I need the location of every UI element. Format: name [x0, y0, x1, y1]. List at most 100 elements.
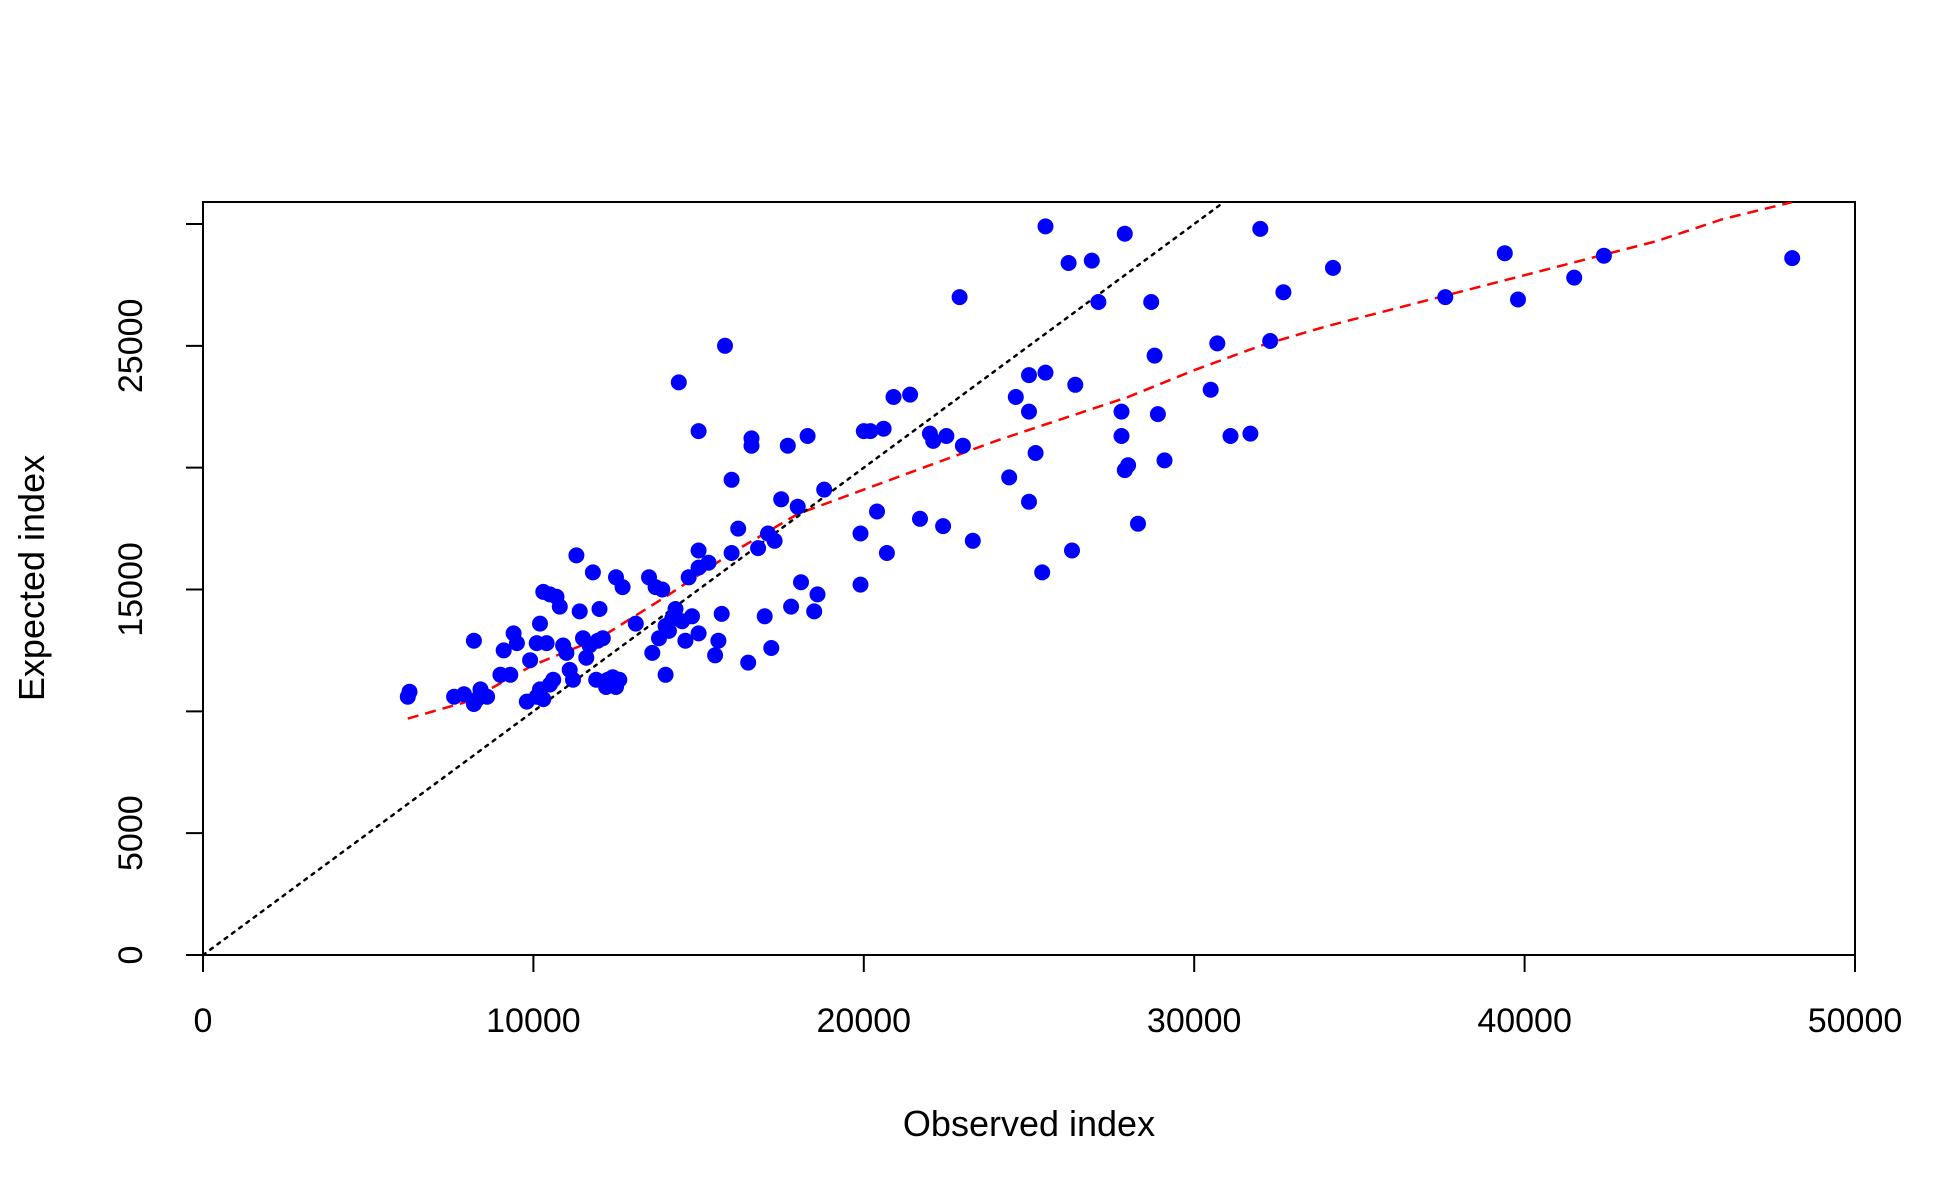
data-point	[495, 642, 512, 659]
data-point	[700, 554, 717, 571]
data-point	[660, 622, 677, 639]
data-point	[878, 545, 895, 561]
data-point	[862, 423, 879, 440]
data-point	[538, 635, 555, 652]
data-point	[571, 603, 588, 620]
data-point	[1496, 245, 1513, 262]
data-point	[1202, 381, 1219, 398]
data-point	[902, 386, 919, 403]
data-point	[1130, 515, 1146, 532]
data-point	[532, 615, 548, 632]
data-point	[766, 532, 783, 549]
data-point	[401, 683, 418, 700]
data-point	[614, 579, 631, 596]
data-point	[680, 569, 697, 586]
plot-frame	[202, 201, 1856, 956]
data-point	[558, 644, 575, 661]
data-point	[677, 632, 694, 649]
data-point	[1064, 542, 1080, 559]
data-point	[1116, 225, 1133, 242]
x-axis: 0 10000 20000 30000 40000 50000	[194, 954, 1903, 1040]
data-point	[465, 632, 482, 649]
y-tick-label: 25000	[112, 299, 150, 394]
data-point	[938, 428, 955, 444]
data-point	[1262, 333, 1279, 349]
data-point	[1060, 255, 1077, 271]
data-point	[472, 681, 489, 698]
data-point	[852, 525, 869, 542]
data-point	[779, 437, 796, 454]
data-point	[1120, 457, 1137, 474]
data-point	[1242, 425, 1259, 442]
data-point	[964, 532, 981, 549]
data-point	[684, 608, 700, 625]
data-point	[508, 635, 525, 652]
data-point	[789, 498, 806, 515]
y-tick-label: 0	[112, 946, 150, 965]
data-point	[690, 542, 707, 559]
data-point	[707, 647, 724, 664]
data-point	[591, 601, 608, 617]
data-point	[750, 540, 767, 557]
data-point	[740, 654, 757, 671]
data-point	[806, 603, 823, 620]
data-point	[1027, 445, 1044, 461]
data-point	[730, 520, 747, 537]
data-point	[1037, 364, 1054, 381]
data-point	[710, 632, 727, 649]
data-point	[875, 420, 892, 437]
data-point	[502, 666, 519, 683]
data-point	[1037, 218, 1054, 235]
data-point	[717, 337, 733, 354]
data-point	[816, 481, 833, 498]
data-point	[1007, 389, 1024, 405]
data-point	[1001, 469, 1018, 486]
data-point	[743, 430, 760, 447]
data-point	[551, 598, 568, 615]
data-point	[565, 671, 581, 688]
data-point	[1437, 289, 1454, 306]
data-layer	[203, 202, 1801, 955]
data-point	[594, 630, 611, 647]
data-point	[1090, 294, 1107, 310]
data-point	[644, 644, 661, 661]
identity-reference-line	[203, 202, 1227, 955]
fitted-trend-line	[407, 202, 1793, 720]
data-point	[723, 545, 740, 561]
data-point	[713, 605, 730, 622]
y-tick-label: 5000	[112, 795, 150, 871]
data-point	[578, 649, 595, 666]
data-point	[1595, 247, 1612, 264]
data-point	[1222, 428, 1239, 444]
data-point	[1325, 259, 1341, 276]
data-point	[723, 471, 740, 488]
y-tick-label: 15000	[112, 542, 150, 637]
data-point	[912, 510, 928, 527]
data-point	[773, 491, 790, 508]
data-point	[1275, 284, 1292, 301]
x-axis-label: Observed index	[903, 1103, 1155, 1144]
data-point	[1083, 252, 1100, 269]
data-point	[568, 547, 585, 564]
data-point	[1113, 403, 1130, 420]
data-point	[935, 518, 952, 535]
data-point	[809, 586, 826, 603]
data-point	[885, 389, 902, 405]
x-tick-label: 30000	[1147, 1002, 1242, 1040]
data-point	[954, 437, 971, 454]
data-point	[869, 503, 885, 520]
data-point	[1149, 406, 1166, 423]
data-point	[690, 625, 707, 642]
data-point	[690, 423, 707, 440]
data-point	[627, 615, 644, 632]
data-point	[584, 564, 601, 581]
data-point	[763, 640, 780, 656]
x-tick-label: 50000	[1808, 1002, 1903, 1040]
data-point	[667, 601, 684, 617]
data-point	[852, 576, 869, 593]
x-tick-label: 0	[194, 1002, 213, 1040]
x-tick-label: 10000	[486, 1002, 581, 1040]
data-point	[1143, 294, 1160, 310]
